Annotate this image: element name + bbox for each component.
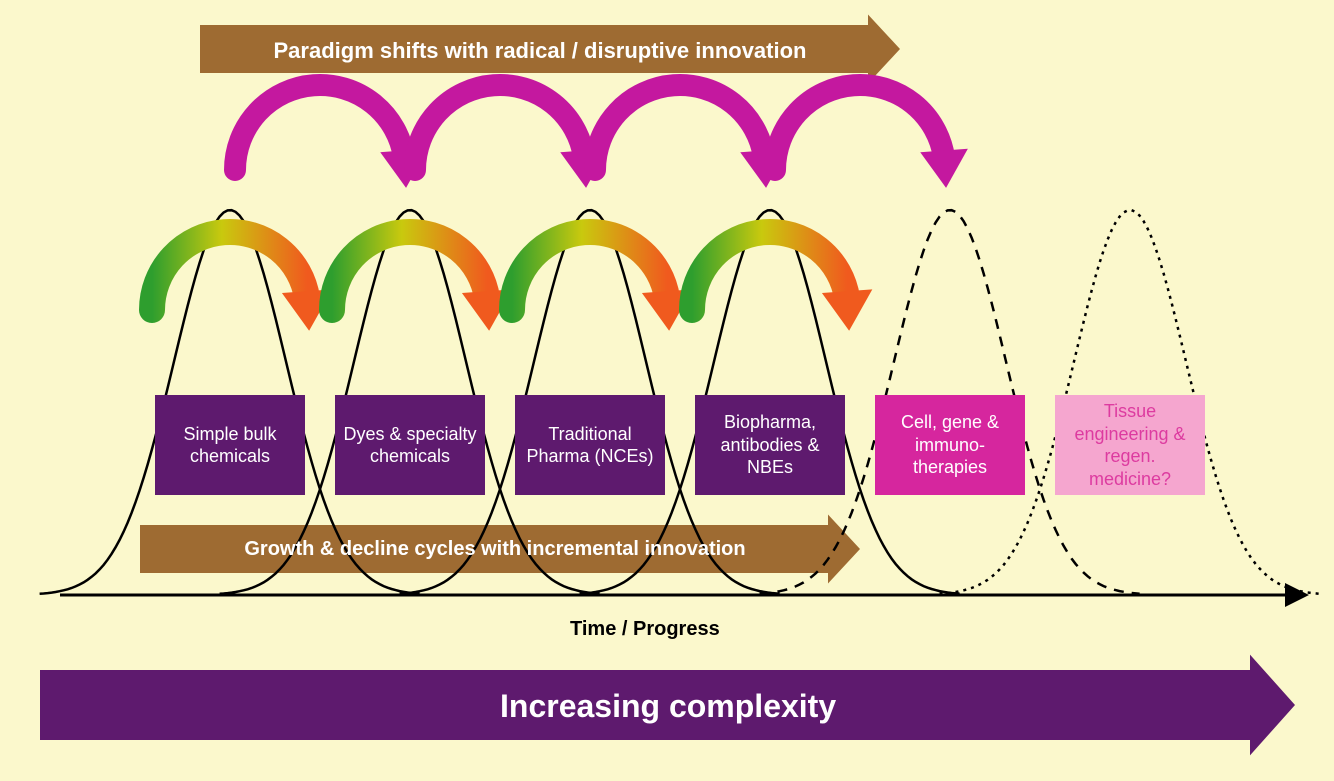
category-box-3: Biopharma, antibodies & NBEs xyxy=(695,395,845,495)
category-box-2: Traditional Pharma (NCEs) xyxy=(515,395,665,495)
category-box-5: Tissue engineering & regen. medicine? xyxy=(1055,395,1205,495)
category-box-0: Simple bulk chemicals xyxy=(155,395,305,495)
axis-label: Time / Progress xyxy=(570,618,720,641)
innovation-waves-diagram xyxy=(0,0,1334,781)
middle-banner-text: Growth & decline cycles with incremental… xyxy=(155,538,835,561)
category-box-4: Cell, gene & immuno-therapies xyxy=(875,395,1025,495)
bottom-banner-text: Increasing complexity xyxy=(500,688,836,725)
top-banner-text: Paradigm shifts with radical / disruptiv… xyxy=(210,38,870,64)
category-box-1: Dyes & specialty chemicals xyxy=(335,395,485,495)
